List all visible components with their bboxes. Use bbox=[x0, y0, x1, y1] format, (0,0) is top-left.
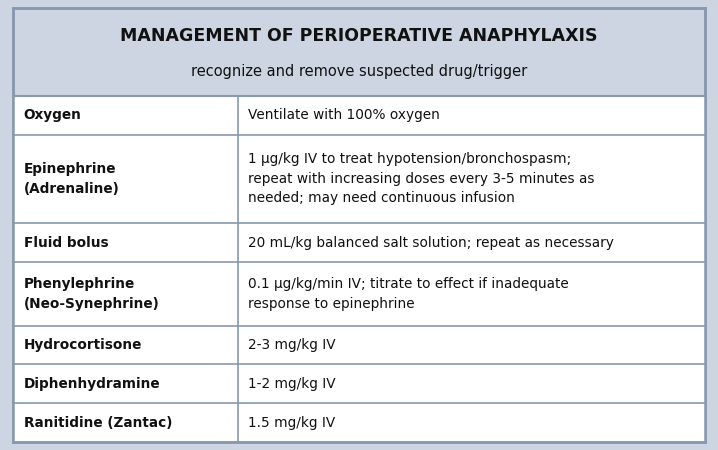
Text: MANAGEMENT OF PERIOPERATIVE ANAPHYLAXIS: MANAGEMENT OF PERIOPERATIVE ANAPHYLAXIS bbox=[120, 27, 598, 45]
Text: Phenylephrine
(Neo-Synephrine): Phenylephrine (Neo-Synephrine) bbox=[24, 277, 159, 310]
Text: 1.5 mg/kg IV: 1.5 mg/kg IV bbox=[248, 415, 336, 430]
Text: 1 μg/kg IV to treat hypotension/bronchospasm;
repeat with increasing doses every: 1 μg/kg IV to treat hypotension/bronchos… bbox=[248, 153, 595, 206]
Text: Ventilate with 100% oxygen: Ventilate with 100% oxygen bbox=[248, 108, 440, 122]
Text: Ranitidine (Zantac): Ranitidine (Zantac) bbox=[24, 415, 172, 430]
Text: Epinephrine
(Adrenaline): Epinephrine (Adrenaline) bbox=[24, 162, 119, 196]
Text: 2-3 mg/kg IV: 2-3 mg/kg IV bbox=[248, 338, 336, 352]
Text: 1-2 mg/kg IV: 1-2 mg/kg IV bbox=[248, 377, 336, 391]
Text: Hydrocortisone: Hydrocortisone bbox=[24, 338, 142, 352]
Text: Fluid bolus: Fluid bolus bbox=[24, 236, 108, 250]
Text: Diphenhydramine: Diphenhydramine bbox=[24, 377, 160, 391]
Text: 0.1 μg/kg/min IV; titrate to effect if inadequate
response to epinephrine: 0.1 μg/kg/min IV; titrate to effect if i… bbox=[248, 277, 569, 310]
FancyBboxPatch shape bbox=[13, 96, 705, 442]
Text: recognize and remove suspected drug/trigger: recognize and remove suspected drug/trig… bbox=[191, 64, 527, 79]
FancyBboxPatch shape bbox=[13, 8, 705, 442]
Text: Oxygen: Oxygen bbox=[24, 108, 82, 122]
Text: 20 mL/kg balanced salt solution; repeat as necessary: 20 mL/kg balanced salt solution; repeat … bbox=[248, 236, 615, 250]
